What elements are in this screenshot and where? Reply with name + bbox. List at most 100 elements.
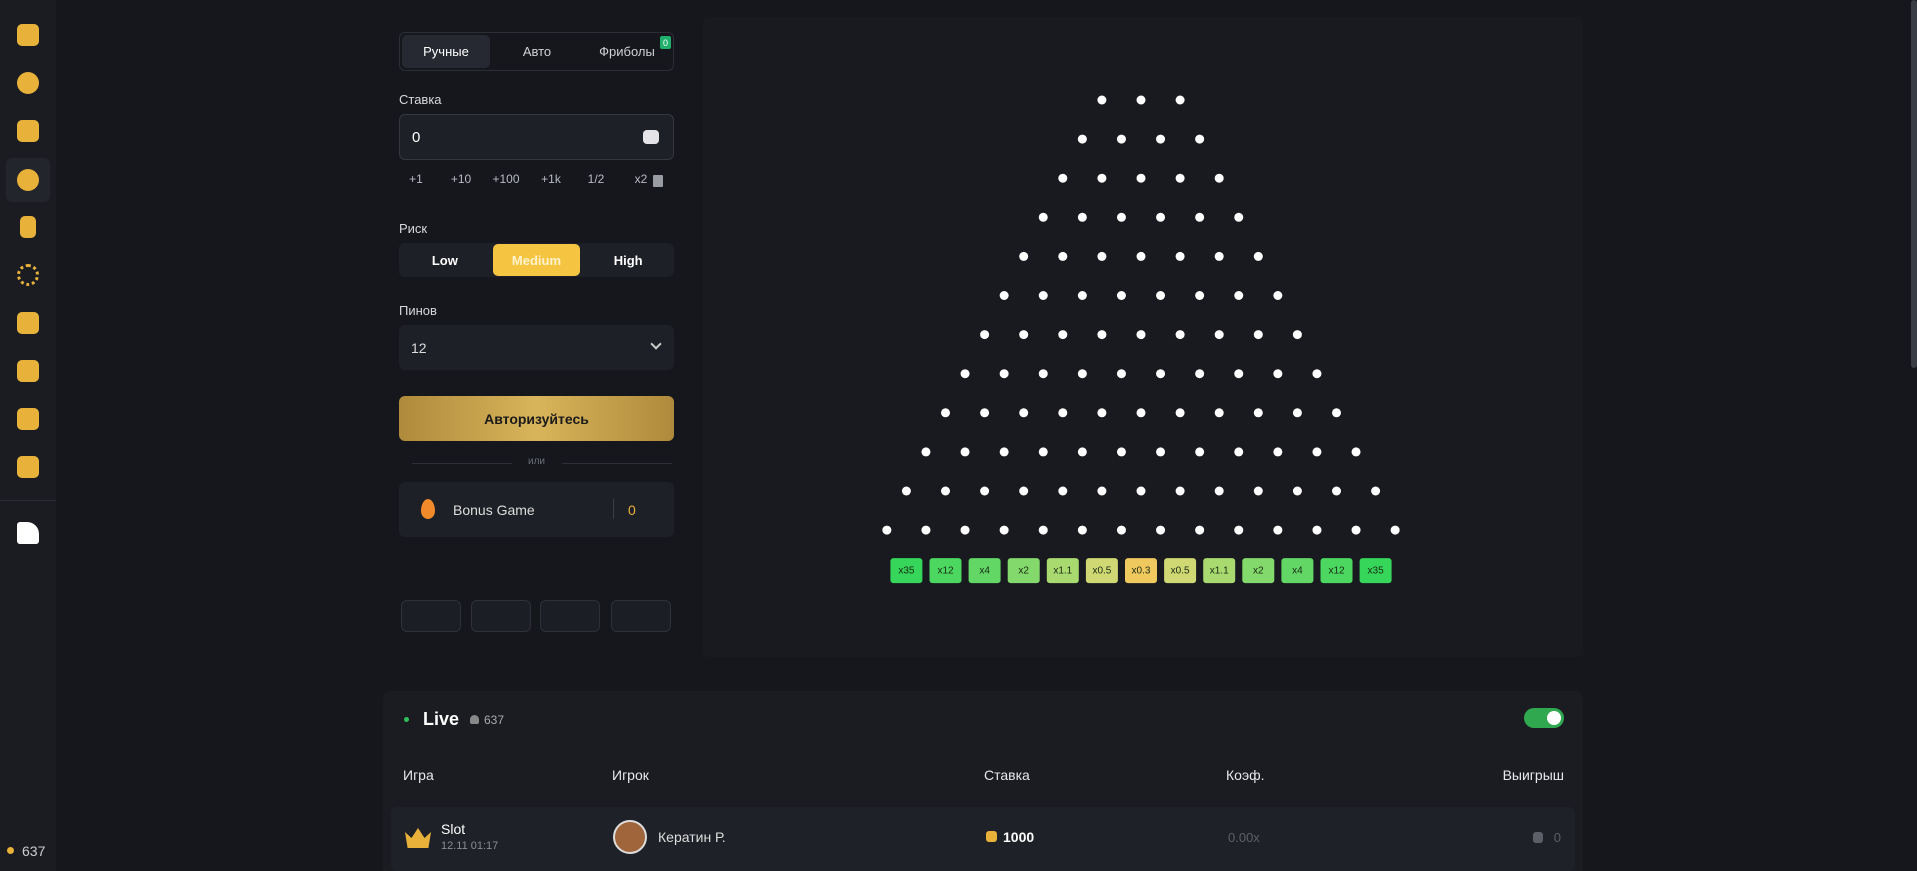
risk-selector: Low Medium High [399, 243, 674, 277]
slot [890, 558, 923, 584]
pin [1195, 447, 1205, 457]
pin [1214, 408, 1224, 418]
clear-button[interactable] [653, 175, 663, 187]
quick-bet[interactable]: +1 [409, 172, 423, 186]
slot-label: x2 [1253, 566, 1264, 577]
pin [1253, 251, 1263, 261]
pin [1077, 212, 1087, 222]
win-amount: 0 [1553, 830, 1561, 845]
pin [960, 447, 970, 457]
pin [1351, 447, 1361, 457]
column-header: Ставка [984, 767, 1030, 783]
speed-button[interactable] [611, 600, 671, 632]
pin [1097, 173, 1107, 183]
pin [1273, 525, 1283, 535]
nav-icon[interactable] [17, 120, 39, 142]
nav-icon[interactable] [17, 24, 39, 46]
live-dot [404, 717, 409, 722]
slot [1164, 558, 1197, 584]
live-toggle[interactable] [1524, 708, 1564, 728]
pin [1097, 251, 1107, 261]
pin [1312, 369, 1322, 379]
pin [1116, 212, 1126, 222]
pin [1097, 330, 1107, 340]
chevron [650, 338, 662, 350]
nav-icon[interactable] [20, 216, 36, 238]
slot-label: x12 [1328, 566, 1345, 577]
pin [1214, 330, 1224, 340]
pin [901, 486, 911, 496]
scrollbar [1911, 0, 1917, 368]
slot [1085, 558, 1118, 584]
pin [1077, 291, 1087, 300]
pin [1175, 173, 1185, 183]
sound-button[interactable] [540, 600, 600, 632]
pin [1116, 291, 1126, 300]
pins-value: 12 [411, 340, 427, 356]
bonus-name: Bonus Game [453, 502, 535, 518]
pin [999, 369, 1009, 379]
risk-option[interactable]: Medium [492, 244, 581, 276]
pin [1019, 251, 1029, 261]
tab[interactable]: Ручные [402, 35, 490, 68]
nav-icon[interactable] [17, 360, 39, 382]
pin [1175, 330, 1185, 340]
slot [1359, 558, 1392, 584]
quick-bet[interactable]: 1/2 [587, 172, 605, 186]
info-button[interactable] [401, 600, 461, 632]
slot-label: x0.3 [1132, 566, 1151, 577]
pin [1156, 212, 1166, 222]
slot [1242, 558, 1275, 584]
nav-icon[interactable] [17, 264, 39, 286]
login-button[interactable]: Авторизуйтесь [399, 396, 674, 441]
nav-icon[interactable] [17, 72, 39, 94]
bet-amount: 1000 [1003, 829, 1035, 845]
pin [1195, 525, 1205, 535]
bonus-card[interactable]: Bonus Game 0 [399, 482, 674, 537]
risk-option[interactable]: High [613, 252, 643, 268]
pin [1292, 330, 1302, 340]
slot [968, 558, 1001, 584]
pin [1058, 173, 1068, 183]
telegram-icon[interactable] [17, 522, 39, 544]
pin [1116, 447, 1126, 457]
nav-icon[interactable] [17, 169, 39, 191]
quick-bet[interactable]: +100 [492, 172, 520, 186]
pins-select[interactable]: 12 [399, 325, 674, 370]
pin [1156, 369, 1166, 379]
risk-option[interactable]: Low [431, 252, 458, 268]
live-title: Live [423, 709, 460, 729]
nav-icon[interactable] [17, 312, 39, 334]
slot-label: x35 [1368, 566, 1385, 577]
pin [1175, 251, 1185, 261]
bet-input[interactable]: 0 [399, 114, 674, 160]
coef: 0.00x [1228, 830, 1260, 845]
quick-bet[interactable]: +1k [541, 172, 561, 186]
player-name: Кератин Р. [658, 829, 726, 845]
quick-bet[interactable]: x2 [634, 172, 648, 186]
pin [1195, 291, 1205, 300]
pin [1234, 525, 1244, 535]
quick-bet[interactable]: +10 [450, 172, 472, 186]
tab[interactable]: Фриболы [599, 44, 655, 59]
pin [1116, 134, 1126, 144]
pin [1312, 447, 1322, 457]
pin [1058, 408, 1068, 418]
tab[interactable]: Авто [522, 44, 552, 59]
pin [980, 330, 990, 340]
nav-icon[interactable] [17, 456, 39, 478]
slot [1320, 558, 1353, 584]
pin [921, 447, 931, 457]
nav-icon[interactable] [17, 408, 39, 430]
pin [1273, 447, 1283, 457]
slot-label: x1.1 [1053, 566, 1072, 577]
user-icon [470, 715, 479, 724]
slot-label: x35 [898, 566, 915, 577]
pin [1038, 525, 1048, 535]
mode-tabs: Ручные Авто Фриболы 0 [399, 32, 674, 71]
badge: 0 [660, 36, 671, 49]
game-name: Slot [441, 821, 466, 837]
fair-button[interactable] [471, 600, 531, 632]
bonus-value: 0 [628, 502, 636, 518]
pin [1156, 291, 1166, 300]
